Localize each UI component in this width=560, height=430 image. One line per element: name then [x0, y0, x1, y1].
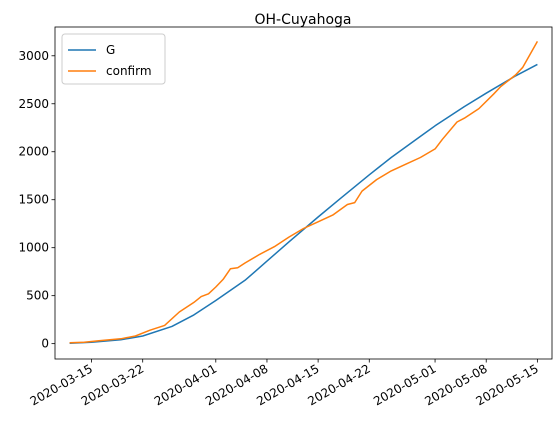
y-tick-label: 2500 — [18, 97, 49, 111]
legend-label-confirm: confirm — [106, 64, 152, 78]
y-tick-label: 2000 — [18, 145, 49, 159]
chart-title: OH-Cuyahoga — [254, 12, 351, 28]
legend-label-g: G — [106, 43, 115, 57]
plot-frame — [54, 26, 553, 360]
series-line-confirm — [69, 41, 539, 344]
y-tick-label: 1500 — [18, 193, 49, 207]
y-tick-label: 0 — [41, 337, 49, 351]
series-line-g — [69, 63, 538, 344]
y-axis: 0 500 1000 1500 2000 2500 3000 — [18, 49, 55, 351]
y-tick-label: 500 — [26, 289, 49, 303]
y-tick-label: 1000 — [18, 241, 49, 255]
y-tick-label: 3000 — [18, 49, 49, 63]
series-layer — [69, 41, 539, 344]
